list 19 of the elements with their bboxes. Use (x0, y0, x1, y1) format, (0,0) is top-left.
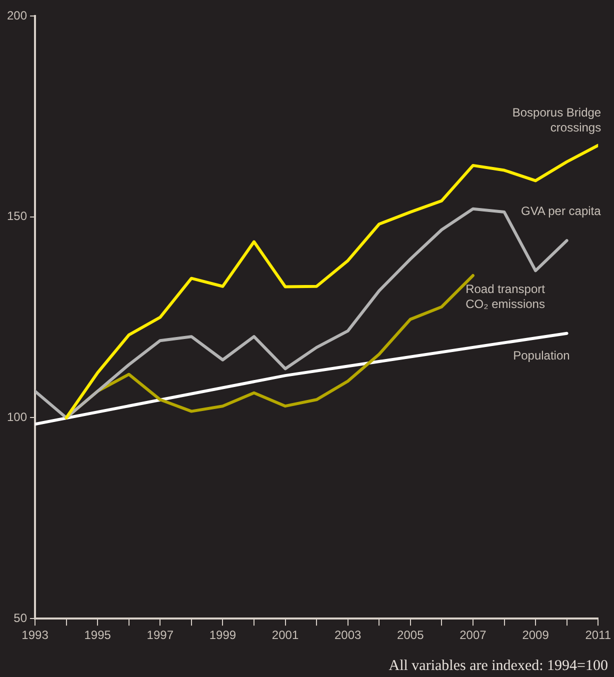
x-tick-label: 1995 (84, 628, 112, 642)
x-tick-label: 2003 (334, 628, 362, 642)
x-tick-label: 1999 (209, 628, 236, 642)
y-tick-label: 100 (6, 410, 28, 424)
y-tick-label: 200 (6, 8, 28, 22)
x-tick-label: 2001 (272, 628, 299, 642)
x-tick-label: 2011 (585, 628, 612, 642)
x-tick-label: 1997 (146, 628, 174, 642)
series-label: Road transport CO₂ emissions (466, 282, 546, 311)
y-tick-label: 50 (14, 610, 28, 625)
y-tick-label: 150 (6, 209, 28, 224)
series-label: Bosporus Bridge crossings (512, 106, 602, 135)
x-tick-label: 2005 (397, 628, 424, 642)
series-label: GVA per capita (520, 204, 602, 218)
x-tick-label: 2007 (460, 628, 487, 642)
series-label: Population (513, 348, 570, 363)
x-tick-label: 1993 (22, 628, 49, 642)
text: All variables are indexed: 1994=100 (388, 658, 608, 675)
x-tick-label: 2009 (522, 628, 550, 642)
